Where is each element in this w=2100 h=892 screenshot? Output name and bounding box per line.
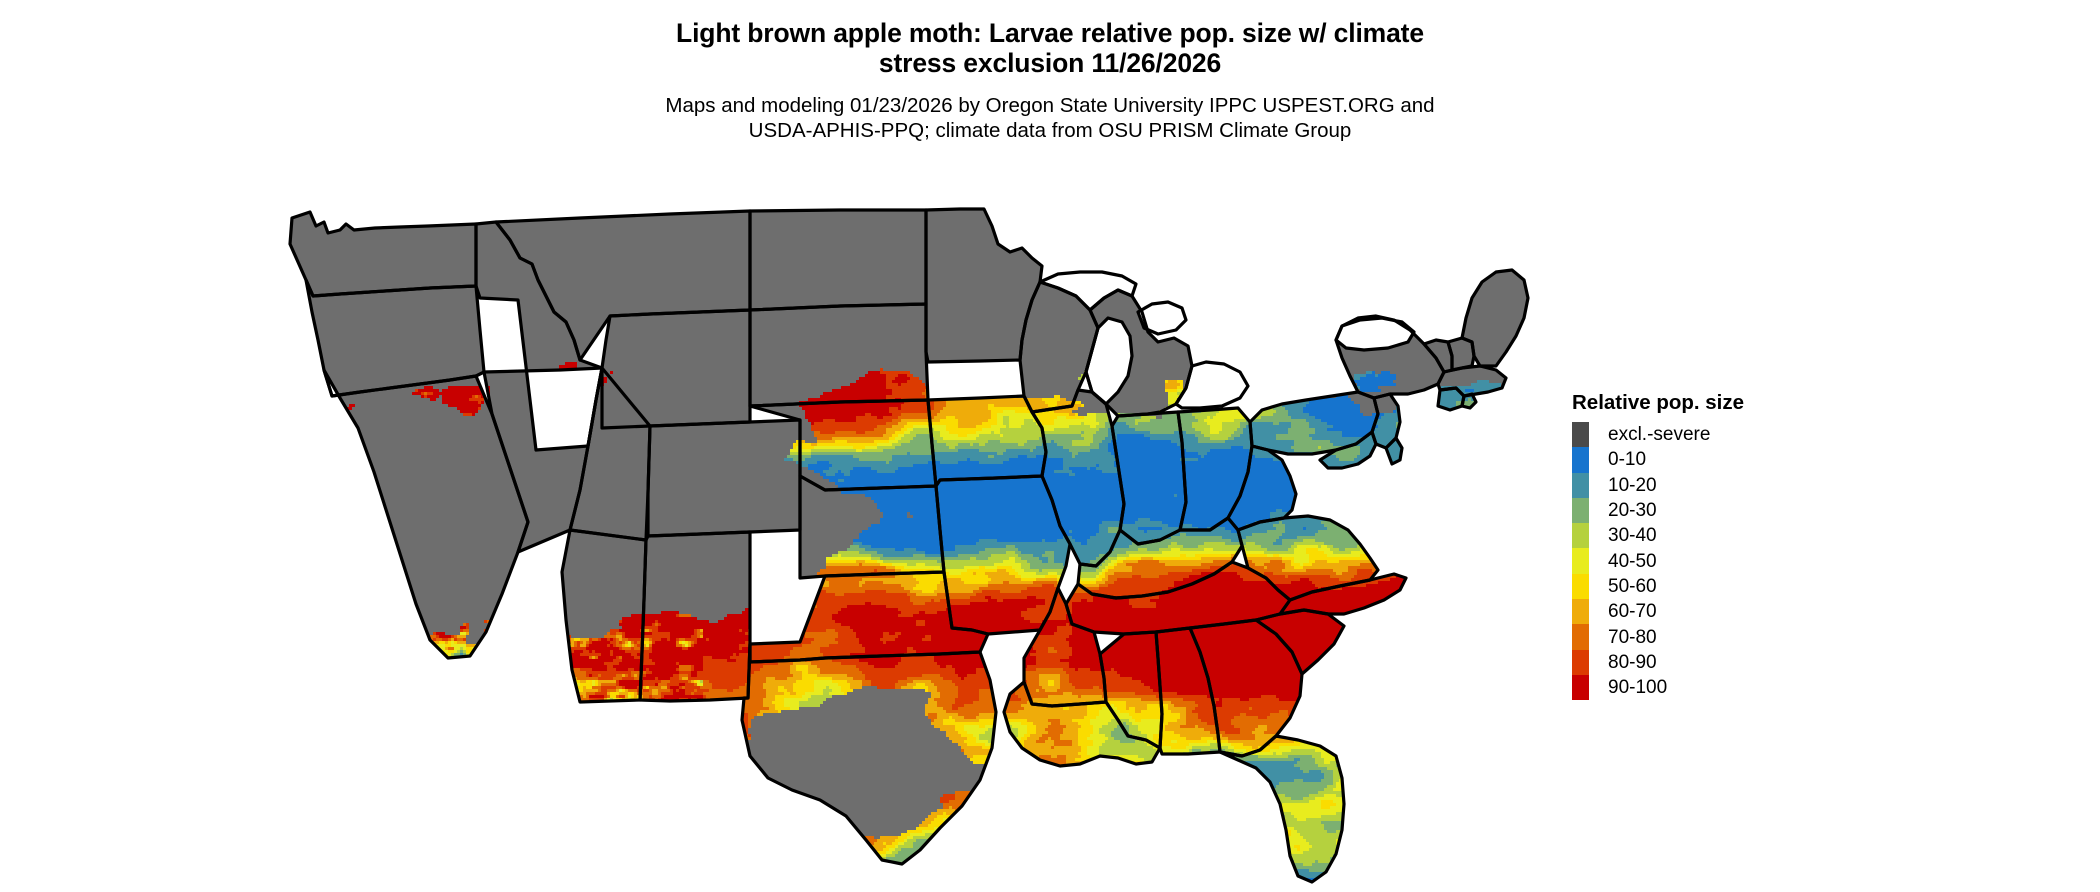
state-boundary-me [1460, 268, 1530, 368]
state-boundary-ny [1334, 314, 1446, 400]
legend-swatch [1572, 548, 1589, 574]
legend-swatch [1572, 472, 1589, 498]
legend-row: 10-20 [1572, 472, 1902, 498]
state-boundary-la [1002, 680, 1162, 768]
legend-label: excl.-severe [1608, 424, 1711, 446]
legend-label: 0-10 [1608, 449, 1647, 471]
legend-swatch [1572, 447, 1589, 473]
legend-items: excl.-severe 0-10 10-20 20-30 30-40 40-50 50-6… [1572, 422, 1902, 701]
legend: Relative pop. size excl.-severe 0-10 10-20… [1572, 391, 1902, 701]
state-boundary-ca [322, 368, 530, 660]
legend-title: Relative pop. size [1572, 391, 1745, 414]
legend-row: 30-40 [1572, 523, 1902, 549]
state-boundary-md [1318, 430, 1378, 470]
legend-swatch [1572, 422, 1589, 448]
legend-label: 30-40 [1608, 525, 1657, 547]
legend-swatch [1572, 523, 1589, 549]
legend-label: 10-20 [1608, 474, 1657, 496]
legend-row: 60-70 [1572, 599, 1902, 625]
legend-label: 70-80 [1608, 626, 1657, 648]
state-boundary-wv [1226, 444, 1298, 532]
legend-row: 0-10 [1572, 447, 1902, 473]
legend-swatch [1572, 624, 1589, 650]
legend-row: 90-100 [1572, 674, 1902, 701]
legend-row: 50-60 [1572, 573, 1902, 600]
state-boundary-fl [1218, 734, 1346, 884]
state-boundary-mi [1084, 288, 1194, 418]
page-title: Light brown apple moth: Larvae relative … [676, 18, 1424, 78]
state-boundary-va [1236, 514, 1380, 602]
legend-row: 70-80 [1572, 624, 1902, 650]
raster-class-1674ce [290, 371, 1528, 882]
legend-row: excl.-severe [1572, 422, 1902, 448]
legend-swatch [1572, 599, 1589, 625]
state-borders-layer [288, 207, 1530, 884]
legend-label: 20-30 [1608, 500, 1657, 522]
legend-swatch [1572, 649, 1589, 675]
legend-row: 20-30 [1572, 497, 1902, 524]
header: Light brown apple moth: Larvae relative … [0, 0, 2100, 143]
legend-label: 80-90 [1608, 651, 1657, 673]
page-subtitle: Maps and modeling 01/23/2026 by Oregon S… [665, 94, 1435, 142]
legend-swatch [1572, 674, 1589, 701]
legend-row: 40-50 [1572, 548, 1902, 574]
state-boundary-de [1384, 436, 1404, 466]
legend-row: 80-90 [1572, 649, 1902, 675]
legend-swatch [1572, 573, 1589, 600]
legend-label: 50-60 [1608, 575, 1657, 597]
legend-label: 40-50 [1608, 550, 1657, 572]
us-choropleth-map[interactable] [280, 200, 1560, 890]
state-boundary-tx [740, 642, 998, 866]
legend-swatch [1572, 497, 1589, 524]
map-panel[interactable] [280, 200, 1560, 890]
legend-label: 90-100 [1608, 677, 1668, 699]
legend-label: 60-70 [1608, 601, 1657, 623]
